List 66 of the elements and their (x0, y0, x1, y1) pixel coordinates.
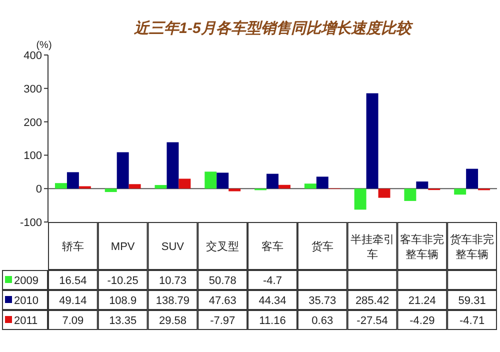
data-label: -10.25 (107, 275, 138, 287)
chart-title: 近三年1-5月各车型销售同比增长速度比较 (133, 19, 414, 37)
data-label: -27.54 (356, 315, 388, 327)
legend-label: 2010 (14, 295, 38, 307)
x-tick-label: SUV (161, 241, 185, 253)
data-label: 21.24 (408, 295, 436, 307)
bar (216, 172, 229, 189)
data-label: 50.78 (208, 275, 236, 287)
data-label: 108.9 (109, 295, 137, 307)
bar (178, 178, 191, 189)
legend-label: 2011 (14, 315, 38, 327)
bar (266, 174, 278, 189)
bar (366, 93, 378, 189)
x-tick-label: MPV (110, 241, 136, 253)
bar (304, 184, 316, 189)
bar (316, 176, 328, 189)
bar (78, 186, 91, 189)
bar (278, 184, 290, 189)
data-label: 47.63 (208, 295, 236, 307)
x-tick-label: 轿车 (62, 240, 84, 253)
data-label: 7.09 (62, 315, 84, 327)
x-tick-label: 货车非完整车辆 (450, 233, 494, 261)
bar (154, 185, 167, 189)
legend-label: 2009 (14, 275, 38, 287)
data-label: 11.16 (259, 315, 286, 327)
data-label: 35.73 (308, 295, 336, 307)
bar (466, 168, 478, 189)
data-label: 138.79 (156, 295, 190, 307)
data-label: 44.34 (258, 295, 286, 307)
y-axis-title: (%) (36, 40, 52, 51)
y-tick-label: 400 (24, 50, 42, 62)
bar (104, 188, 117, 192)
bar (416, 182, 428, 189)
x-tick-label: 半挂牵引车 (350, 233, 394, 261)
bar (378, 188, 390, 198)
data-label: 29.58 (158, 315, 186, 327)
bar (454, 188, 466, 195)
x-tick-label: 客车 (262, 240, 284, 253)
data-label: -4.29 (410, 315, 435, 327)
y-tick-label: 300 (24, 83, 42, 96)
bar (66, 172, 79, 189)
y-tick-label: 100 (24, 150, 42, 162)
data-label: 16.54 (59, 275, 87, 287)
bar (54, 183, 67, 189)
bar (404, 188, 416, 201)
data-label: 59.31 (458, 295, 486, 307)
bar (354, 188, 366, 210)
x-tick-label: 货车 (311, 240, 334, 253)
bar (166, 142, 179, 189)
data-label: -4.7 (263, 275, 282, 287)
bar (116, 152, 129, 189)
data-label: 49.14 (59, 295, 87, 307)
y-tick-label: 0 (36, 184, 42, 196)
data-label: 0.63 (312, 315, 334, 327)
data-label: 13.35 (109, 315, 137, 327)
x-tick-label: 交叉型 (206, 240, 240, 253)
bar (228, 188, 241, 192)
data-label: -7.97 (210, 315, 236, 327)
y-tick-label: -100 (20, 217, 42, 229)
bar (128, 184, 141, 189)
bar (204, 172, 217, 189)
y-tick-label: 200 (24, 116, 42, 129)
data-label: 285.42 (355, 295, 390, 307)
data-label: -4.71 (460, 315, 485, 327)
data-label: 10.73 (158, 275, 186, 287)
x-tick-label: 客车非完整车辆 (400, 233, 444, 261)
